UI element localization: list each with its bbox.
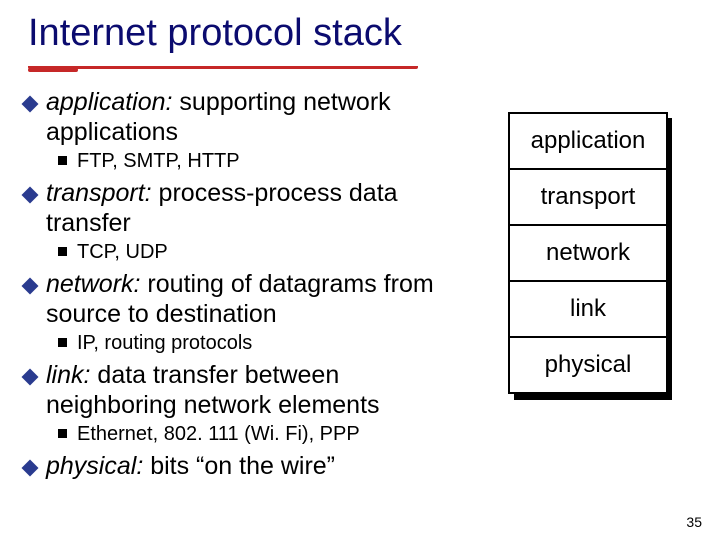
layer-text: network: routing of datagrams from sourc… (46, 270, 464, 329)
diamond-bullet-icon (22, 187, 39, 204)
protocol-stack-diagram: application transport network link physi… (508, 112, 668, 394)
layer-item: physical: bits “on the wire” (24, 452, 464, 482)
layer-text: transport: process-process data transfer (46, 179, 464, 238)
layer-name: network: (46, 270, 140, 298)
layer-main-line: link: data transfer between neighboring … (24, 361, 464, 420)
layer-sub-line: IP, routing protocols (58, 331, 464, 355)
layer-desc: data transfer between neighboring networ… (46, 361, 380, 419)
square-bullet-icon (58, 338, 67, 347)
layer-sub-text: IP, routing protocols (77, 331, 252, 355)
layer-sub-text: Ethernet, 802. 111 (Wi. Fi), PPP (77, 422, 360, 446)
layer-text: physical: bits “on the wire” (46, 452, 335, 482)
layer-main-line: transport: process-process data transfer (24, 179, 464, 238)
layer-sub-line: Ethernet, 802. 111 (Wi. Fi), PPP (58, 422, 464, 446)
page-number: 35 (686, 514, 702, 530)
layer-desc: bits “on the wire” (143, 452, 335, 480)
stack-box-application: application (508, 112, 668, 170)
layer-sub-line: FTP, SMTP, HTTP (58, 149, 464, 173)
stack-box-transport: transport (508, 168, 668, 226)
layer-name: transport: (46, 179, 152, 207)
layer-main-line: application: supporting network applicat… (24, 88, 464, 147)
stack-box-link: link (508, 280, 668, 338)
diamond-bullet-icon (22, 96, 39, 113)
layer-item: application: supporting network applicat… (24, 88, 464, 173)
diamond-bullet-icon (22, 278, 39, 295)
layer-main-line: physical: bits “on the wire” (24, 452, 464, 482)
layer-name: physical: (46, 452, 143, 480)
layer-text: link: data transfer between neighboring … (46, 361, 464, 420)
square-bullet-icon (58, 247, 67, 256)
bullet-content: application: supporting network applicat… (24, 88, 464, 488)
layer-main-line: network: routing of datagrams from sourc… (24, 270, 464, 329)
diamond-bullet-icon (22, 369, 39, 386)
layer-text: application: supporting network applicat… (46, 88, 464, 147)
diamond-bullet-icon (22, 460, 39, 477)
slide-title: Internet protocol stack (28, 12, 402, 55)
layer-name: link: (46, 361, 90, 389)
layer-sub-line: TCP, UDP (58, 240, 464, 264)
title-underline (28, 60, 418, 69)
stack-box-network: network (508, 224, 668, 282)
layer-item: network: routing of datagrams from sourc… (24, 270, 464, 355)
layer-sub-text: TCP, UDP (77, 240, 168, 264)
stack-box-physical: physical (508, 336, 668, 394)
layer-name: application: (46, 88, 172, 116)
square-bullet-icon (58, 429, 67, 438)
layer-item: link: data transfer between neighboring … (24, 361, 464, 446)
square-bullet-icon (58, 156, 67, 165)
layer-item: transport: process-process data transfer… (24, 179, 464, 264)
layer-sub-text: FTP, SMTP, HTTP (77, 149, 240, 173)
